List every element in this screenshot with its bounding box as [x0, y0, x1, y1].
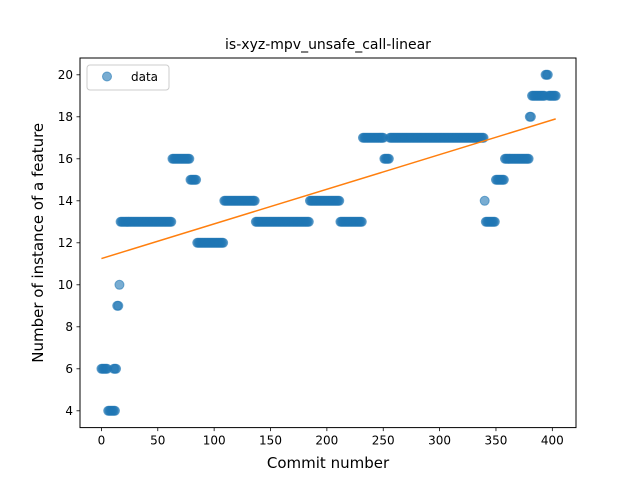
- legend-label-data: data: [131, 70, 158, 84]
- data-point: [525, 111, 536, 122]
- data-point: [523, 153, 534, 164]
- data-point: [383, 153, 394, 164]
- y-tick-label: 12: [58, 236, 73, 250]
- x-tick-label: 150: [259, 434, 282, 448]
- legend-box: [86, 64, 170, 91]
- y-tick-label: 20: [58, 68, 73, 82]
- x-tick-label: 400: [541, 434, 564, 448]
- data-point: [542, 69, 553, 80]
- ticks-layer: 0 50 100 150 200 250 300 350 400 4 6 8 10 12 14 16 18 20: [58, 68, 564, 448]
- data-point: [109, 405, 120, 416]
- x-axis-label: Commit number: [267, 454, 390, 472]
- data-point: [550, 90, 561, 101]
- x-tick-label: 250: [372, 434, 395, 448]
- x-tick-label: 350: [485, 434, 508, 448]
- data-point: [489, 216, 500, 227]
- legend: data: [86, 64, 170, 91]
- data-point: [218, 237, 229, 248]
- y-tick-label: 8: [65, 320, 73, 334]
- x-tick-label: 100: [203, 434, 226, 448]
- fit-line: [101, 118, 556, 260]
- data-point: [191, 174, 202, 185]
- data-point: [498, 174, 509, 185]
- y-axis-label: Number of instance of a feature: [29, 123, 47, 363]
- y-tick-label: 6: [65, 362, 73, 376]
- x-tick-label: 200: [315, 434, 338, 448]
- y-tick-label: 10: [58, 278, 73, 292]
- data-point: [479, 195, 490, 206]
- data-point: [111, 363, 122, 374]
- x-tick-label: 0: [98, 434, 106, 448]
- x-tick-label: 50: [150, 434, 165, 448]
- y-tick-label: 16: [58, 152, 73, 166]
- plot-layer: [96, 69, 561, 416]
- y-tick-label: 18: [58, 110, 73, 124]
- data-point: [113, 300, 124, 311]
- legend-marker-data: [102, 71, 112, 82]
- y-tick-label: 14: [58, 194, 73, 208]
- data-point: [249, 195, 260, 206]
- data-point: [166, 216, 177, 227]
- data-point: [334, 195, 345, 206]
- data-point: [356, 216, 367, 227]
- chart-title: is-xyz-mpv_unsafe_call-linear: [225, 37, 431, 53]
- data-point: [114, 279, 125, 290]
- data-point: [184, 153, 195, 164]
- data-point: [303, 216, 314, 227]
- x-tick-label: 300: [428, 434, 451, 448]
- y-tick-label: 4: [65, 404, 73, 418]
